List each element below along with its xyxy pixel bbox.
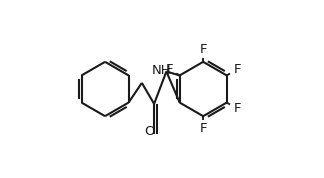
Text: F: F (200, 122, 207, 135)
Text: F: F (200, 43, 207, 56)
Text: F: F (165, 63, 173, 76)
Text: NH: NH (152, 64, 171, 77)
Text: O: O (144, 125, 155, 138)
Text: F: F (234, 102, 241, 115)
Text: F: F (234, 63, 241, 76)
